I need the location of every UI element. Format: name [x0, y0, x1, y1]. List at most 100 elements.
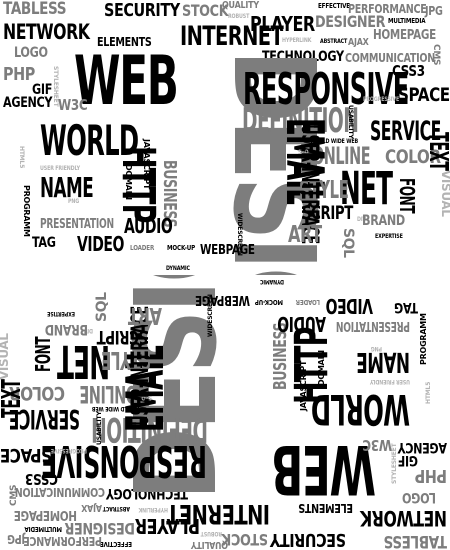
- cloud-word-mirrored: HTML5: [425, 381, 432, 404]
- cloud-word: QUALITY: [222, 0, 259, 11]
- cloud-word: DEFINITION: [242, 101, 359, 141]
- cloud-word-mirrored: FONT: [31, 336, 55, 372]
- cloud-word-mirrored: PROGRESSIVE: [50, 447, 87, 454]
- cloud-word-mirrored: INTERNET: [166, 498, 270, 529]
- cloud-word: PROGRAMM: [22, 185, 31, 237]
- cloud-word-mirrored: WIDESCREEN: [207, 294, 214, 337]
- cloud-word-mirrored: ART: [128, 302, 162, 328]
- cloud-word-mirrored: PHP: [415, 465, 447, 486]
- cloud-word: USER FRIENDLY: [40, 165, 80, 172]
- cloud-word: DESIGNER: [315, 12, 386, 31]
- cloud-word-mirrored: CMS: [9, 484, 19, 506]
- cloud-word-mirrored: HYPERLINK: [138, 506, 168, 513]
- cloud-word-mirrored: JPG: [7, 532, 25, 546]
- cloud-word: MOCK-UP: [167, 244, 196, 252]
- cloud-word-mirrored: EFFECTIVE: [100, 540, 132, 548]
- cloud-word: NET: [340, 162, 393, 215]
- cloud-word: ABSTRACT: [320, 38, 348, 45]
- cloud-word-mirrored: STOCK: [221, 530, 268, 549]
- cloud-word-mirrored: WEBPAGE: [195, 292, 250, 307]
- cloud-word: PNG: [68, 198, 80, 205]
- cloud-word-mirrored: VISUAL: [0, 333, 11, 380]
- cloud-word: DYNAMIC: [166, 265, 190, 272]
- cloud-word-mirrored: W3C: [362, 436, 392, 454]
- cloud-word-mirrored: MOCK-UP: [254, 298, 283, 306]
- cloud-word-mirrored: HOMEPAGE: [14, 507, 77, 522]
- cloud-word: MULTIMEDIA: [388, 17, 426, 25]
- cloud-word: SECURITY: [104, 0, 180, 21]
- cloud-word: PRESENTATION: [40, 217, 114, 232]
- cloud-word: PHP: [3, 64, 35, 85]
- cloud-word: TEXT: [423, 132, 450, 171]
- cloud-word-mirrored: BRAND: [45, 321, 88, 337]
- cloud-word: LOGO: [14, 45, 48, 61]
- cloud-word-mirrored: DESIGNER: [64, 519, 135, 538]
- cloud-word: ART: [288, 222, 322, 248]
- cloud-word: EXPERTISE: [375, 233, 403, 240]
- cloud-word: FONT: [395, 178, 419, 214]
- cloud-word-mirrored: GIF: [397, 452, 418, 468]
- cloud-word: USABILITY: [347, 105, 354, 139]
- cloud-word-mirrored: WEB: [272, 429, 376, 508]
- cloud-word-mirrored: TEXT: [0, 379, 27, 418]
- cloud-word: COLOR: [385, 146, 441, 168]
- cloud-word: TECHNOLOGY: [262, 49, 344, 65]
- cloud-word-mirrored: SCRIPT: [97, 326, 148, 348]
- cloud-word-mirrored: ROBUST: [200, 530, 222, 537]
- cloud-word: WEBPAGE: [200, 243, 255, 258]
- cloud-word-mirrored: PRESENTATION: [336, 318, 410, 333]
- cloud-word: PERFORMANCE: [348, 2, 427, 16]
- cloud-word-mirrored: TAG: [394, 299, 418, 315]
- cloud-word: ELEMENTS: [97, 35, 152, 49]
- cloud-word-mirrored: LOGO: [402, 489, 436, 505]
- cloud-word: COMMUNICATION: [345, 51, 436, 65]
- cloud-word: DOMAIN: [124, 164, 133, 200]
- cloud-word: AJAX: [348, 37, 369, 48]
- cloud-word-mirrored: NAME: [356, 346, 410, 379]
- cloud-word: HTML5: [18, 146, 25, 169]
- cloud-word-mirrored: LOADER: [295, 298, 320, 306]
- cloud-word: VIDEO: [77, 232, 125, 256]
- cloud-word: DIV: [357, 216, 367, 223]
- cloud-word: HOMEPAGE: [373, 28, 436, 43]
- cloud-word: PLAYER: [250, 12, 315, 36]
- cloud-word: WORLD WIDE WEB: [310, 138, 359, 145]
- cloud-word: VISUAL: [439, 170, 450, 217]
- cloud-word: STYLE: [299, 175, 349, 204]
- cloud-word: BRAND: [362, 213, 405, 229]
- word-cloud: TABLESS SECURITY STOCK QUALITY ROBUST EFFECTI…: [3, 0, 450, 276]
- cloud-word-mirrored: DOMAIN: [317, 350, 326, 386]
- cloud-word-mirrored: AUDIO: [277, 312, 326, 336]
- cloud-word: WEB: [74, 42, 179, 121]
- cloud-word: INTERNET: [180, 21, 284, 52]
- cloud-word-mirrored: TABLESS: [383, 531, 447, 550]
- cloud-word-mirrored: DYNAMIC: [260, 278, 284, 285]
- cloud-word-mirrored: ABSTRACT: [102, 505, 130, 512]
- cloud-word-mirrored: NETWORK: [360, 506, 447, 530]
- cloud-word: SCRIPT: [302, 202, 353, 224]
- cloud-word: JPG: [425, 4, 443, 18]
- cloud-word-mirrored: USABILITY: [96, 411, 103, 445]
- cloud-word: AUDIO: [124, 214, 173, 238]
- word-cloud-mirrored: TABLESS SECURITY STOCK QUALITY ROBUST EFFECTI…: [0, 275, 450, 550]
- cloud-word-mirrored: SECURITY: [270, 529, 346, 550]
- cloud-word-mirrored: PROGRAMM: [419, 313, 428, 365]
- cloud-word: NAME: [40, 171, 94, 204]
- cloud-word: LOADER: [130, 244, 155, 252]
- cloud-word: GIF: [32, 82, 53, 98]
- cloud-word: STOCK: [182, 1, 229, 20]
- cloud-word-mirrored: EXPERTISE: [47, 310, 75, 317]
- cloud-word-mirrored: HTTP: [285, 327, 338, 404]
- cloud-word: EFFECTIVE: [318, 2, 350, 10]
- cloud-word-mirrored: SQL: [94, 292, 110, 322]
- cloud-word: HYPERLINK: [282, 37, 312, 44]
- cloud-word-mirrored: VIDEO: [325, 294, 373, 318]
- cloud-word: ROBUST: [228, 13, 250, 20]
- cloud-word: SERVICE: [370, 116, 441, 147]
- cloud-word: WORLD: [40, 116, 139, 165]
- cloud-word-mirrored: AJAX: [81, 502, 102, 513]
- cloud-word: WIDESCREEN: [236, 213, 243, 256]
- cloud-word-mirrored: SPACE: [0, 444, 52, 466]
- cloud-word-mirrored: AGENCY: [397, 439, 447, 455]
- cloud-word: ONLINE: [312, 142, 371, 170]
